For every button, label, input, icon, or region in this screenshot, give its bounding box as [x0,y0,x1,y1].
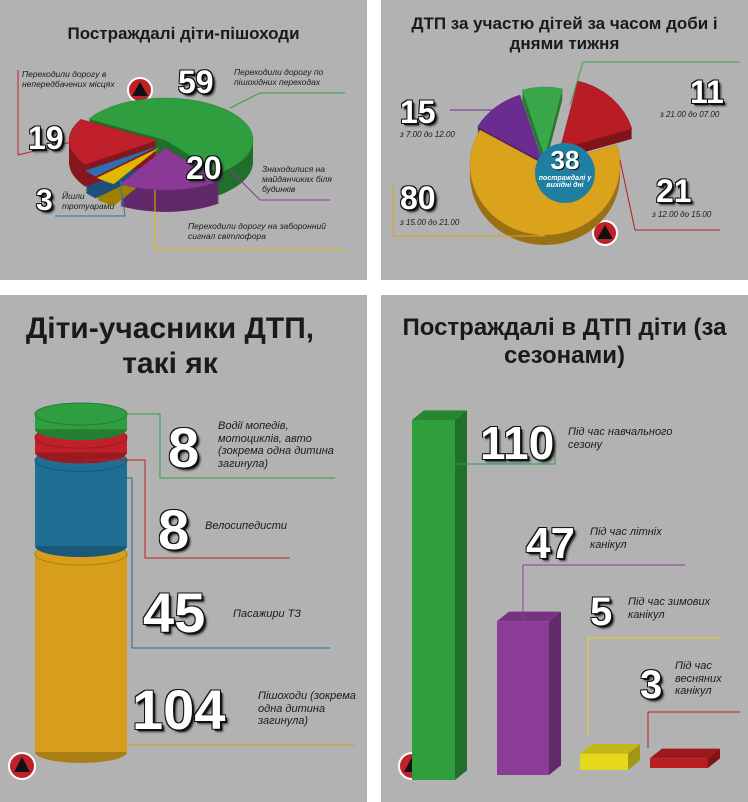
slice [521,86,563,158]
center-label: постраждалі у вихідні дні [538,175,592,189]
category-label: з 21.00 до 07.00 [660,110,720,119]
value-label: 19 [28,120,64,156]
leader-line [229,92,345,109]
segment [35,554,127,752]
logo [592,220,618,246]
value-label: 110 [480,417,555,469]
bar-side [549,611,561,775]
leader-line [85,477,330,649]
panel-title: Постраждалі діти-пішоходи [67,24,300,43]
leader-line [569,61,740,106]
category-label: Переходили дорогу в непередбачених місця… [22,69,115,89]
category-label: Під час весняних канікул [675,660,722,698]
leader-line [587,637,720,735]
logo [8,752,36,780]
value-label: 20 [186,150,222,186]
bar [497,621,549,775]
leader-line [647,711,740,748]
panel-title: Постраждалі в ДТП діти (за сезонами) [402,314,727,369]
category-label: Знаходилися на майданчиках біля будинків [262,164,332,194]
center-value: 38 [550,145,580,175]
value-label: 45 [143,581,206,644]
category-label: з 7.00 до 12.00 [400,130,455,139]
slice [96,147,160,185]
value-label: 8 [168,416,200,479]
leader-line [85,413,335,479]
value-label: 59 [178,64,214,100]
bar [580,753,628,770]
slice [84,146,158,177]
category-label: з 15.00 до 21.00 [400,218,460,227]
leader-line [55,179,126,217]
category-label: Велосипедисти [205,520,288,532]
leader-line [522,564,685,620]
bar-side [708,748,720,768]
center-disc [535,143,595,203]
slice [119,147,220,191]
bar-top [497,611,561,622]
category-label: Переходили дорогу по пішохідних перехода… [234,67,324,87]
leader-line [229,169,330,201]
slice [477,94,543,163]
category-label: Йшли тротуарами [62,191,115,211]
category-label: Пасажири ТЗ [233,608,302,620]
category-label: з 12.00 до 15.00 [652,210,712,219]
value-label: 21 [656,173,692,209]
bar [412,420,455,780]
bar-top [580,744,640,754]
leader-line [619,159,720,231]
leader-line [455,440,556,465]
category-label: Водії мопедів, мотоциклів, авто (зокрема… [218,420,334,470]
value-label: 5 [590,590,613,634]
leader-line [17,70,81,156]
value-label: 3 [36,184,53,217]
bar [650,758,708,768]
leader-line [85,459,290,559]
segment [35,460,127,547]
panel-title: Діти-учасники ДТП, такі як [25,312,315,380]
value-label: 47 [526,519,575,568]
bar-side [455,410,467,780]
value-label: 104 [132,678,226,741]
leader-line [392,185,546,237]
value-label: 3 [640,663,663,707]
bar-top [412,410,467,420]
slice [559,80,633,150]
bar-top [650,748,720,759]
panel-title: ДТП за участю дітей за часом доби і дням… [411,14,718,53]
slice [88,97,254,174]
bar-side [628,744,640,770]
category-label: Під час навчального сезону [568,426,673,451]
leader-line [154,190,345,251]
category-label: Під час літніх канікул [590,526,662,551]
value-label: 8 [158,498,190,561]
category-label: Під час зимових канікул [628,596,711,621]
category-label: Переходили дорогу на заборонний сигнал с… [188,221,326,241]
category-label: Пішоходи (зокрема одна дитина загинула) [258,690,356,728]
value-label: 80 [400,180,436,216]
value-label: 15 [400,94,436,130]
value-label: 11 [690,74,724,110]
